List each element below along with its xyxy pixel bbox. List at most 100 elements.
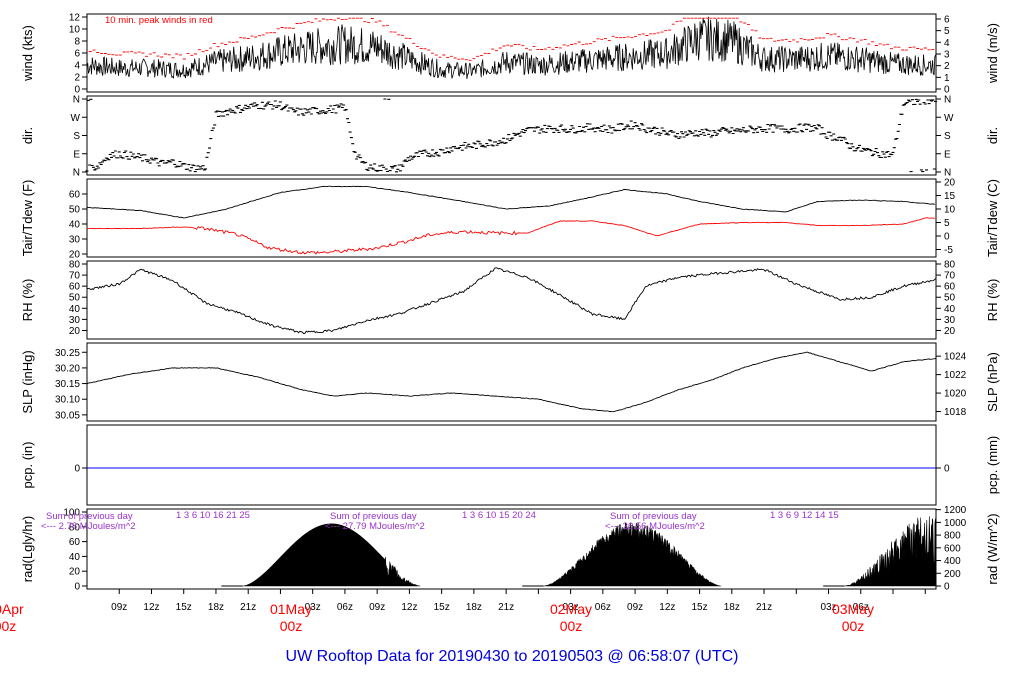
wind-ticklabel-left: 2 <box>74 73 80 84</box>
humidity-ticklabel-right: 20 <box>944 326 956 337</box>
temperature-ticklabel-right: 5 <box>944 218 950 229</box>
dewpoint-line <box>86 217 935 255</box>
page-title: UW Rooftop Data for 20190430 to 20190503… <box>285 648 739 665</box>
precipitation-ylabel-right: pcp. (mm) <box>985 436 1000 495</box>
radiation-ticklabel-left: 60 <box>69 537 81 548</box>
radiation-ticklabel-right: 0 <box>944 582 950 593</box>
radiation-frame <box>86 508 937 590</box>
x-day-hour-label: 00z <box>560 618 583 634</box>
radiation-note-title: Sum of previous day <box>46 511 133 522</box>
temperature-ticklabel-right: 10 <box>944 204 956 215</box>
wind-ticklabel-right: 4 <box>944 38 950 49</box>
temperature-ticklabel-right: -5 <box>944 245 953 256</box>
wind-direction-marks <box>85 98 938 173</box>
x-hour-label: 18z <box>208 602 224 613</box>
temperature-ylabel-right: Tair/Tdew (C) <box>985 179 1000 257</box>
direction-ticklabel-left: N <box>73 168 80 179</box>
wind-ticklabel-right: 2 <box>944 61 950 72</box>
x-hour-label: 03z <box>563 602 579 613</box>
direction-ticklabel-right: W <box>944 113 954 124</box>
wind-ticklabel-left: 0 <box>74 85 80 96</box>
direction-ticklabel-left: N <box>73 95 80 106</box>
temperature-ticklabel-right: 0 <box>944 231 950 242</box>
radiation-ticklabel-left: 0 <box>74 582 80 593</box>
radiation-day-2 <box>543 522 722 587</box>
peak-wind-marks <box>88 17 935 61</box>
temperature-frame <box>86 178 937 258</box>
x-hour-label: 12z <box>143 602 159 613</box>
x-hour-label: 21z <box>240 602 256 613</box>
direction-ylabel-right: dir. <box>985 127 1000 144</box>
radiation-note-sum: <--- 2.78 MJoules/m^2 <box>41 521 135 532</box>
wind-ticklabel-left: 12 <box>69 13 81 24</box>
radiation-ylabel-left: rad(Lgly/hr) <box>20 516 35 582</box>
x-day-label: 01May <box>270 601 312 617</box>
pressure-frame <box>86 342 937 422</box>
radiation-note-hours: 1 3 6 10 15 20 24 <box>462 510 536 521</box>
x-hour-label: 09z <box>627 602 643 613</box>
direction-ticklabel-left: E <box>73 149 80 160</box>
temperature-ylabel-left: Tair/Tdew (F) <box>20 180 35 257</box>
humidity-frame <box>86 260 937 340</box>
temperature-ticklabel-left: 40 <box>69 220 81 231</box>
pressure-ticklabel-left: 30.25 <box>55 348 80 359</box>
humidity-ylabel-left: RH (%) <box>20 279 35 322</box>
x-hour-label: 15z <box>434 602 450 613</box>
radiation-ylabel-right: rad (W/m^2) <box>985 513 1000 584</box>
pressure-line <box>86 351 936 413</box>
temperature-ticklabel-right: 15 <box>944 191 956 202</box>
radiation-note-hours: 1 3 6 10 16 21 25 <box>176 510 250 521</box>
x-hour-label: 18z <box>724 602 740 613</box>
humidity-ticklabel-left: 60 <box>69 282 81 293</box>
peak-wind-note: 10 min. peak winds in red <box>105 15 213 26</box>
pressure-ticklabel-left: 30.15 <box>55 379 80 390</box>
panel-temperature: Tair/Tdew (F) Tair/Tdew (C) 20 30 40 50 60 -5 0 5… <box>20 178 1000 261</box>
x-hour-label: 06z <box>595 602 611 613</box>
pressure-ticklabel-left: 30.10 <box>55 395 80 406</box>
wind-ticklabel-left: 4 <box>74 61 80 72</box>
radiation-ticklabel-right: 600 <box>944 543 961 554</box>
wind-ylabel-right: wind (m/s) <box>985 23 1000 84</box>
precipitation-ylabel-left: pcp. (in) <box>20 442 35 489</box>
humidity-ticklabel-left: 20 <box>69 326 81 337</box>
x-day-hour-label: 00z <box>0 618 16 634</box>
radiation-ticklabel-left: 80 <box>69 522 81 533</box>
direction-ticklabel-left: W <box>71 113 81 124</box>
x-hour-label: 15z <box>176 602 192 613</box>
x-hour-label: 03z <box>820 602 836 613</box>
temperature-ticklabel-left: 50 <box>69 205 81 216</box>
humidity-ylabel-right: RH (%) <box>985 279 1000 322</box>
radiation-ticklabel-right: 200 <box>944 569 961 580</box>
radiation-ticklabel-right: 1000 <box>944 518 967 529</box>
radiation-note-sum: <--- 27.79 MJoules/m^2 <box>325 521 425 532</box>
x-hour-label: 12z <box>401 602 417 613</box>
wind-ticklabel-right: 0 <box>944 85 950 96</box>
x-axis: 09z 12z 15z 18z 21z 03z 06z 09z 12z 15z 18z 21z 03z 0… <box>0 589 926 634</box>
precipitation-ticklabel-left: 0 <box>74 464 80 475</box>
temperature-ticklabel-right: 20 <box>944 178 956 189</box>
humidity-ticklabel-right: 60 <box>944 282 956 293</box>
pressure-ticklabel-right: 1020 <box>944 389 967 400</box>
radiation-ticklabel-left: 20 <box>69 567 81 578</box>
wind-ylabel-left: wind (kts) <box>20 25 35 82</box>
x-day-hour-label: 00z <box>842 618 865 634</box>
wind-ticklabel-right: 6 <box>944 14 950 25</box>
humidity-ticklabel-right: 50 <box>944 293 956 304</box>
wind-ticklabel-right: 3 <box>944 49 950 60</box>
wind-speed-line <box>86 16 936 80</box>
humidity-ticklabel-right: 30 <box>944 315 956 326</box>
x-hour-label: 15z <box>692 602 708 613</box>
panel-pressure: SLP (inHg) SLP (hPa) 30.05 30.10 30.15 30.20 3… <box>20 342 1000 422</box>
wind-ticklabel-right: 5 <box>944 26 950 37</box>
panel-precipitation: pcp. (in) pcp. (mm) 0 0 <box>20 424 1000 506</box>
humidity-ticklabel-right: 70 <box>944 271 956 282</box>
wind-ticklabel-left: 6 <box>74 49 80 60</box>
pressure-ylabel-right: SLP (hPa) <box>985 352 1000 412</box>
direction-ticklabel-right: E <box>944 149 951 160</box>
x-hour-label: 18z <box>466 602 482 613</box>
x-day-label: 03May <box>832 601 874 617</box>
radiation-note-sum: <--- 26.56 MJoules/m^2 <box>605 521 705 532</box>
x-hour-label: 21z <box>498 602 514 613</box>
